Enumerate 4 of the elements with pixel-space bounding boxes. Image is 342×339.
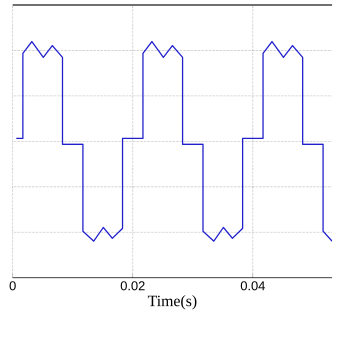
x-tick-label: 0.04 [240, 281, 265, 290]
x-tick-label: 0.02 [120, 281, 145, 290]
x-tick-label: 0 [10, 281, 16, 290]
x-axis-title: Time(s) [148, 295, 196, 310]
